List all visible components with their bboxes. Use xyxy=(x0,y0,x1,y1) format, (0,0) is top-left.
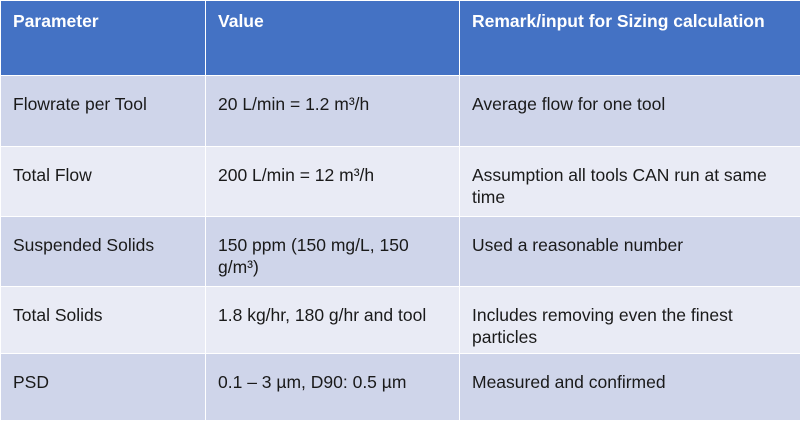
table-row: Suspended Solids 150 ppm (150 mg/L, 150 … xyxy=(1,217,800,287)
table-row: Total Solids 1.8 kg/hr, 180 g/hr and too… xyxy=(1,287,800,354)
remark-cell: Assumption all tools CAN run at same tim… xyxy=(460,147,800,217)
value-cell: 1.8 kg/hr, 180 g/hr and tool xyxy=(206,287,460,354)
remark-cell: Average flow for one tool xyxy=(460,76,800,147)
table-row: Total Flow 200 L/min = 12 m³/h Assumptio… xyxy=(1,147,800,217)
parameter-cell: Total Solids xyxy=(1,287,206,354)
header-parameter: Parameter xyxy=(1,1,206,76)
value-cell: 150 ppm (150 mg/L, 150 g/m³) xyxy=(206,217,460,287)
value-cell: 20 L/min = 1.2 m³/h xyxy=(206,76,460,147)
remark-cell: Used a reasonable number xyxy=(460,217,800,287)
parameter-cell: PSD xyxy=(1,354,206,421)
remark-cell: Measured and confirmed xyxy=(460,354,800,421)
value-cell: 0.1 – 3 µm, D90: 0.5 µm xyxy=(206,354,460,421)
header-remark: Remark/input for Sizing calculation xyxy=(460,1,800,76)
value-cell: 200 L/min = 12 m³/h xyxy=(206,147,460,217)
table-row: Flowrate per Tool 20 L/min = 1.2 m³/h Av… xyxy=(1,76,800,147)
header-value: Value xyxy=(206,1,460,76)
remark-cell: Includes removing even the finest partic… xyxy=(460,287,800,354)
header-row: Parameter Value Remark/input for Sizing … xyxy=(1,1,800,76)
parameter-cell: Flowrate per Tool xyxy=(1,76,206,147)
table-row: PSD 0.1 – 3 µm, D90: 0.5 µm Measured and… xyxy=(1,354,800,421)
parameter-cell: Total Flow xyxy=(1,147,206,217)
parameter-cell: Suspended Solids xyxy=(1,217,206,287)
